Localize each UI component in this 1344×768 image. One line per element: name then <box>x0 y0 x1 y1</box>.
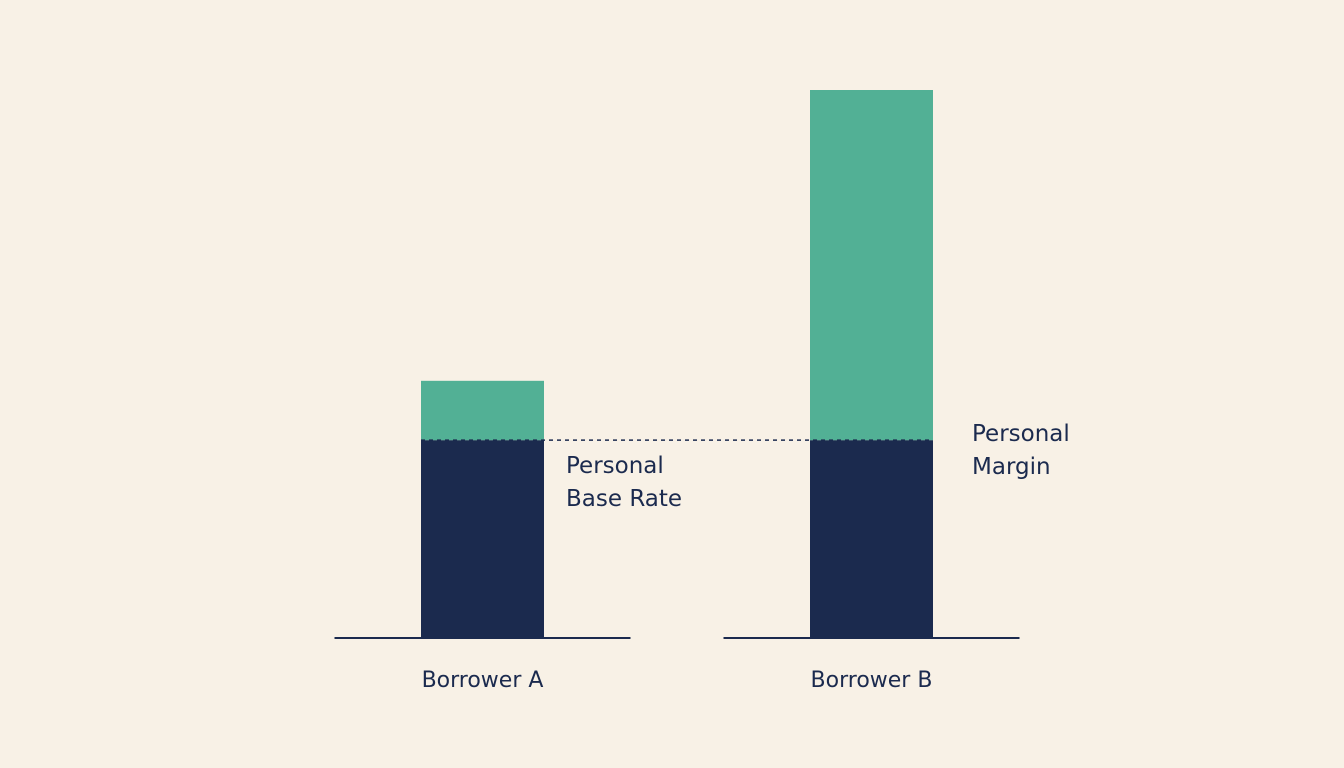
series-label: Personal Base Rate <box>566 453 683 512</box>
bar-segment <box>421 440 544 638</box>
bar-segment <box>421 380 544 441</box>
bar-segment <box>810 440 933 638</box>
series-label: Personal Margin <box>972 421 1070 480</box>
category-label: Borrower B <box>810 668 933 693</box>
category-label: Borrower A <box>421 668 544 693</box>
bar-segment <box>810 90 933 441</box>
